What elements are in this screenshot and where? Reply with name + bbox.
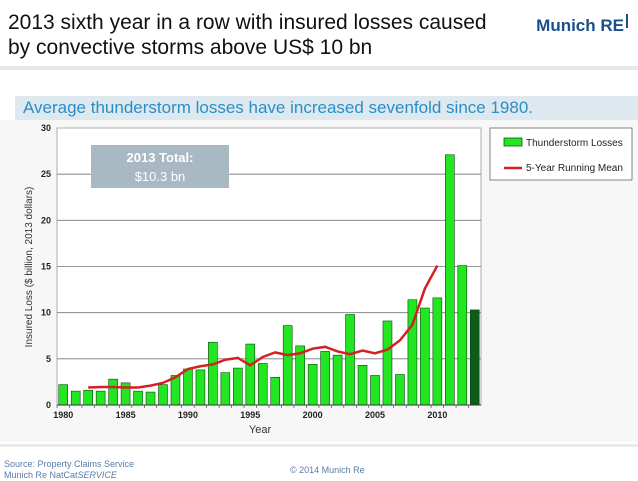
y-tick-label: 20: [41, 215, 51, 225]
x-tick-label: 2000: [303, 410, 323, 420]
bar: [195, 369, 206, 406]
x-tick-label: 1990: [178, 410, 198, 420]
bar: [332, 354, 343, 406]
bar: [282, 325, 293, 406]
bar-2013: [469, 309, 480, 406]
bar: [245, 343, 256, 406]
annotation-line2: $10.3 bn: [135, 169, 186, 184]
x-tick-label: 2005: [365, 410, 385, 420]
running-mean-line: [88, 264, 439, 389]
bar: [457, 265, 468, 406]
source-prefix: Munich Re NatCat: [4, 470, 78, 480]
legend-label-bars: Thunderstorm Losses: [526, 138, 623, 149]
bar: [320, 351, 330, 406]
x-tick-label: 1980: [53, 410, 73, 420]
y-tick-label: 30: [41, 123, 51, 133]
bar: [220, 372, 231, 406]
bar: [270, 376, 281, 406]
bar: [158, 384, 168, 406]
y-tick-label: 15: [41, 262, 51, 272]
bar: [70, 390, 81, 406]
logo-mark-icon: [626, 14, 636, 28]
bar: [83, 389, 93, 406]
annotation-line1: 2013 Total:: [127, 150, 194, 165]
x-axis-label: Year: [249, 424, 272, 436]
bar: [58, 384, 69, 406]
x-tick-label: 1985: [116, 410, 136, 420]
annotation-box: [91, 145, 229, 188]
bar: [395, 374, 405, 406]
y-tick-label: 5: [46, 354, 51, 364]
bar: [233, 367, 243, 406]
source-italic: SERVICE: [77, 470, 117, 480]
munich-re-logo: Munich RE: [536, 16, 624, 35]
bar: [145, 391, 156, 406]
bar: [307, 364, 318, 406]
bar: [208, 341, 218, 406]
bar: [357, 364, 368, 406]
y-tick-label: 0: [46, 400, 51, 410]
slide-title: 2013 sixth year in a row with insured lo…: [8, 11, 487, 59]
y-tick-label: 10: [41, 308, 51, 318]
divider: [0, 444, 638, 447]
bar: [420, 307, 430, 406]
bar: [133, 390, 143, 406]
x-tick-label: 1995: [240, 410, 260, 420]
bar: [183, 368, 193, 406]
legend-box: [489, 127, 633, 181]
y-tick-label: 25: [41, 169, 51, 179]
bar: [345, 314, 355, 406]
copyright: © 2014 Munich Re: [290, 465, 365, 475]
bar: [108, 378, 118, 406]
bar: [370, 375, 380, 406]
x-tick-label: 2010: [427, 410, 447, 420]
source-line-1: Source: Property Claims Service: [4, 459, 135, 469]
bar: [257, 363, 268, 406]
chart-subtitle: Average thunderstorm losses have increas…: [15, 96, 638, 120]
bar: [95, 390, 106, 406]
bar: [445, 154, 455, 406]
source-note: Source: Property Claims Service Munich R…: [4, 459, 134, 481]
divider: [0, 66, 638, 70]
source-line-2: Munich Re NatCatSERVICE: [4, 470, 134, 481]
bar: [432, 297, 443, 406]
bar: [382, 320, 393, 406]
y-axis-label: Insured Loss ($ billion, 2013 dollars): [24, 187, 35, 348]
legend: Thunderstorm Losses 5-Year Running Mean: [489, 127, 633, 181]
legend-label-line: 5-Year Running Mean: [526, 163, 623, 174]
legend-bar-swatch: [503, 137, 523, 147]
